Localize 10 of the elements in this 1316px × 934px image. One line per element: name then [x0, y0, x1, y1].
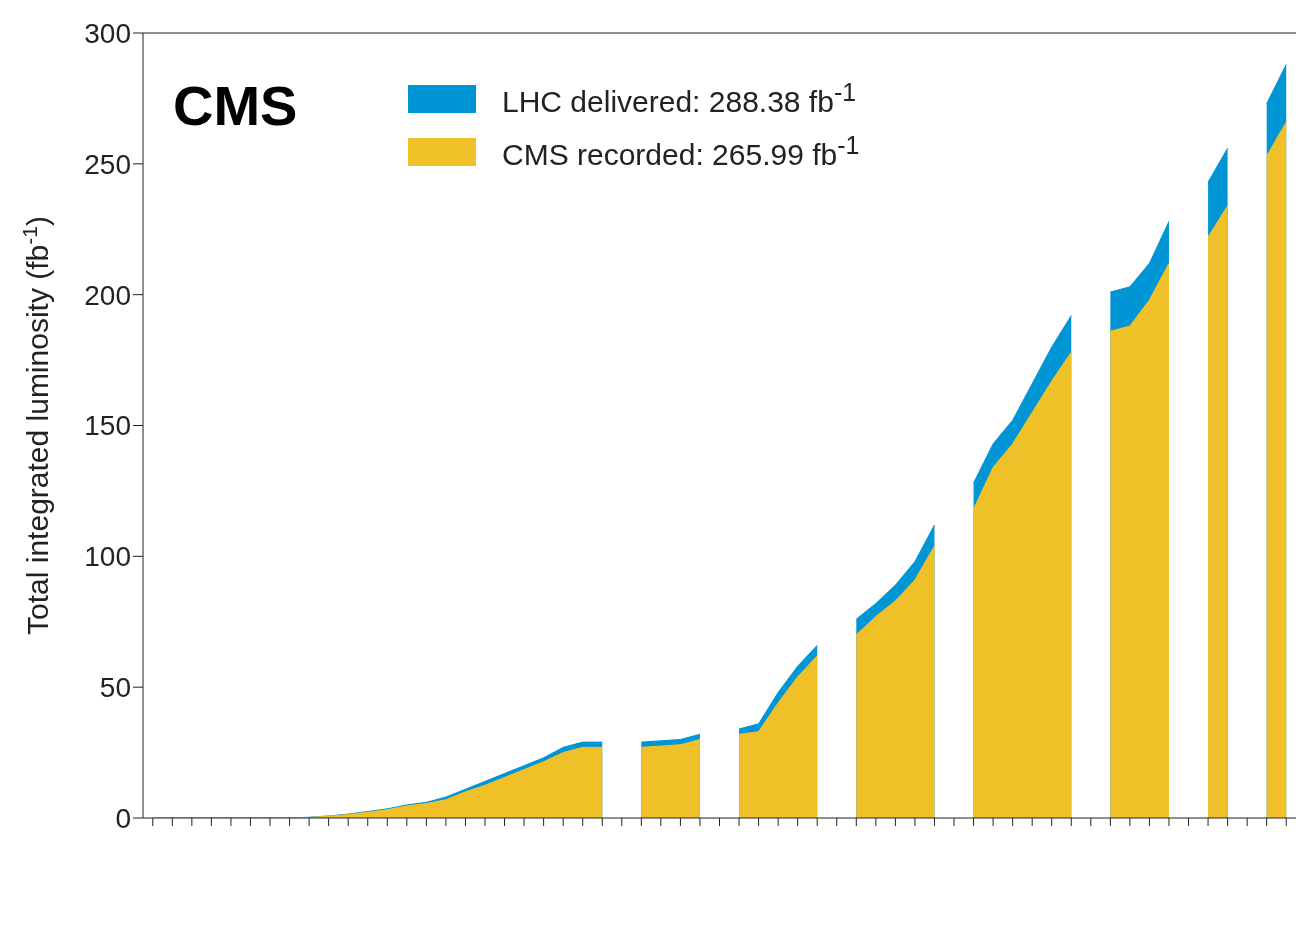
y-tick-label: 50 [99, 672, 131, 704]
y-tick-label: 0 [115, 802, 131, 834]
y-tick-label: 250 [84, 148, 131, 180]
text: CMS [173, 73, 298, 138]
legend-label: LHC delivered: 288.38 fb$^{-1}$ [502, 78, 857, 119]
y-tick-label: 200 [84, 279, 131, 311]
y-tick-label: 100 [84, 541, 131, 573]
legend-label: CMS recorded: 265.99 fb$^{-1}$ [502, 131, 860, 172]
y-tick-label: 150 [84, 410, 131, 442]
y-tick-label: 300 [84, 17, 131, 49]
